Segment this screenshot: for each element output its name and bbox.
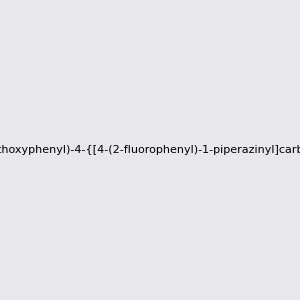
Text: 6-chloro-2-(4-ethoxyphenyl)-4-{[4-(2-fluorophenyl)-1-piperazinyl]carbonyl}quinol: 6-chloro-2-(4-ethoxyphenyl)-4-{[4-(2-flu…: [0, 145, 300, 155]
